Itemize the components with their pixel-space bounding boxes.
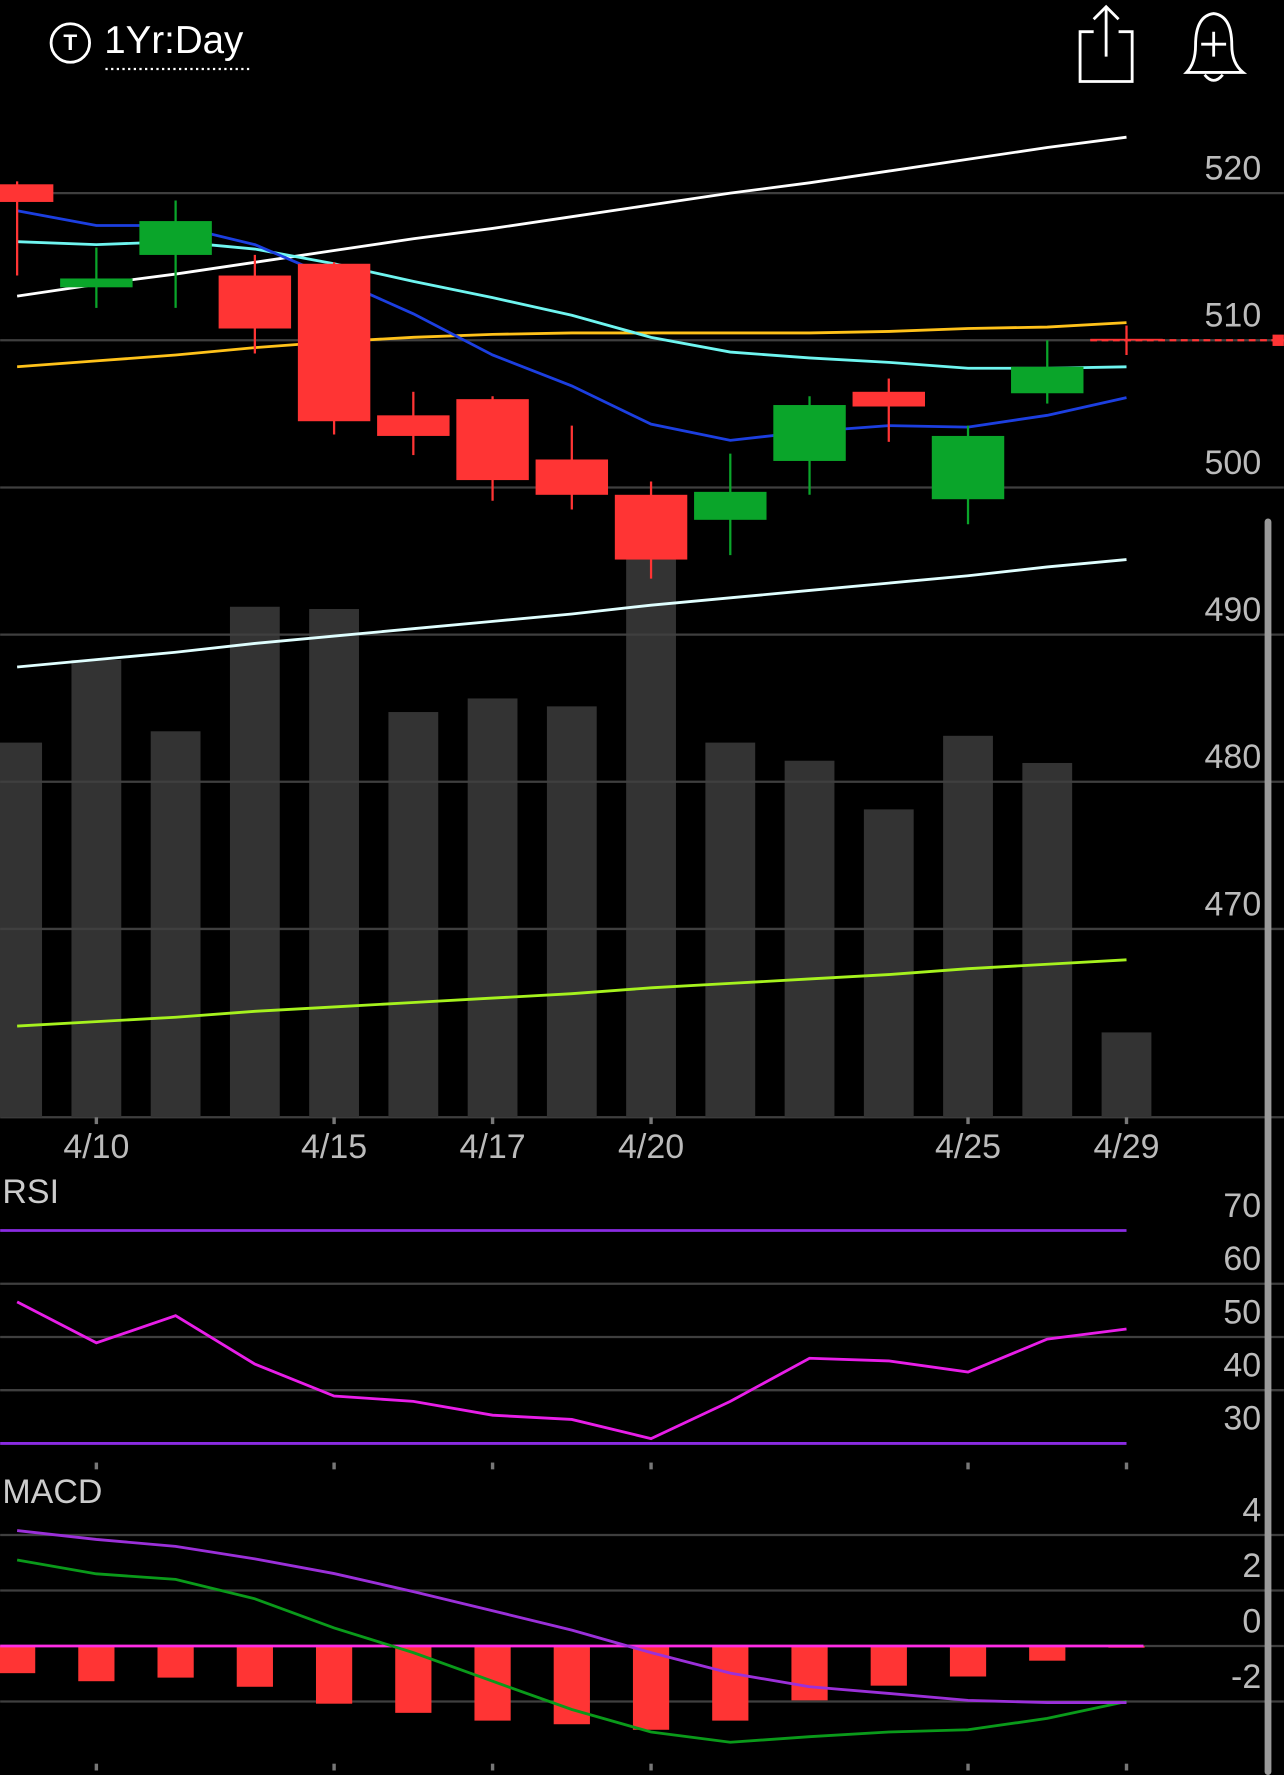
- macd-histogram-bar: [791, 1645, 828, 1701]
- macd-line: [16, 1558, 1127, 1744]
- y-tick-label: 480: [1205, 738, 1262, 776]
- x-tick-label: 4/20: [618, 1128, 684, 1166]
- volume-bar: [71, 659, 122, 1118]
- macd-histogram-bar: [632, 1645, 670, 1730]
- share-button[interactable]: [1078, 4, 1134, 83]
- volume-bar: [943, 735, 993, 1118]
- macd-histogram-bar: [870, 1645, 907, 1686]
- volume-bar: [1022, 762, 1073, 1118]
- y-tick-label: 520: [1205, 149, 1262, 187]
- panel-title: MACD: [2, 1473, 102, 1511]
- volume-bar: [784, 760, 835, 1118]
- candle-body: [218, 275, 292, 329]
- header: T 1Yr:Day: [49, 4, 1248, 83]
- rsi-line: [16, 1300, 1127, 1441]
- y-tick-label: 490: [1205, 591, 1262, 629]
- scrollbar[interactable]: [1264, 518, 1272, 1775]
- volume-bar: [626, 554, 676, 1118]
- macd-line: [16, 1529, 1127, 1704]
- macd-histogram-bar: [236, 1645, 273, 1687]
- candle-body: [0, 184, 54, 202]
- y-tick-label: 0: [1242, 1602, 1261, 1640]
- x-tick-label: 4/10: [63, 1128, 129, 1166]
- macd-histogram-bar: [474, 1645, 511, 1721]
- candle-body: [456, 399, 529, 481]
- y-tick-label: 50: [1223, 1293, 1261, 1331]
- candle-body: [535, 459, 609, 495]
- macd-histogram-bar: [949, 1645, 987, 1677]
- period-selector[interactable]: 1Yr:Day: [104, 19, 244, 62]
- macd-histogram-bar: [553, 1645, 590, 1725]
- candle-body: [60, 278, 133, 288]
- ticker-icon[interactable]: [49, 22, 91, 64]
- x-tick-label: 4/25: [935, 1128, 1001, 1166]
- candle-body: [773, 405, 846, 461]
- volume-bar: [150, 731, 201, 1118]
- volume-bar: [546, 706, 597, 1118]
- volume-bar: [388, 712, 439, 1118]
- candle-body: [931, 435, 1005, 500]
- macd-histogram-bar: [78, 1645, 115, 1682]
- y-tick-label: 510: [1205, 297, 1262, 335]
- x-tick-label: 4/15: [301, 1128, 367, 1166]
- volume-bar: [229, 606, 280, 1118]
- macd-histogram-bar: [157, 1645, 194, 1678]
- y-tick-label: 60: [1223, 1240, 1261, 1278]
- overlay-line: [17, 958, 1127, 1028]
- candle-body: [694, 491, 767, 520]
- macd-histogram-bar: [1029, 1645, 1066, 1661]
- volume-bar: [309, 609, 359, 1118]
- last-price-marker: [1272, 334, 1284, 346]
- candle-body: [297, 263, 371, 422]
- candle-body: [139, 221, 212, 255]
- y-tick-label: 500: [1205, 444, 1262, 482]
- candle-body: [377, 415, 450, 436]
- y-tick-label: 470: [1205, 885, 1262, 923]
- overlay-line: [17, 321, 1127, 369]
- y-tick-label: 40: [1223, 1347, 1261, 1385]
- candle-body: [614, 494, 688, 560]
- volume-bar: [467, 698, 518, 1118]
- y-tick-label: 2: [1242, 1547, 1261, 1585]
- y-tick-label: 30: [1223, 1400, 1261, 1438]
- x-tick-label: 4/17: [460, 1128, 526, 1166]
- macd-histogram-bar: [0, 1645, 36, 1674]
- y-tick-label: -2: [1231, 1658, 1261, 1696]
- panel-title: RSI: [2, 1173, 59, 1211]
- y-tick-label: 70: [1223, 1187, 1261, 1225]
- x-tick-label: 4/29: [1093, 1128, 1159, 1166]
- volume-bar: [1101, 1032, 1152, 1118]
- macd-histogram-bar: [712, 1645, 749, 1721]
- macd-histogram-bar: [315, 1645, 353, 1704]
- candle-body: [852, 391, 926, 407]
- candle-body: [1011, 366, 1084, 394]
- overlay-line: [16, 558, 1127, 669]
- ticker-icon-letter: T: [63, 30, 77, 55]
- overlay-line: [16, 135, 1127, 298]
- volume-bar: [863, 809, 914, 1118]
- alert-button[interactable]: [1183, 12, 1248, 82]
- y-tick-label: 4: [1242, 1491, 1261, 1529]
